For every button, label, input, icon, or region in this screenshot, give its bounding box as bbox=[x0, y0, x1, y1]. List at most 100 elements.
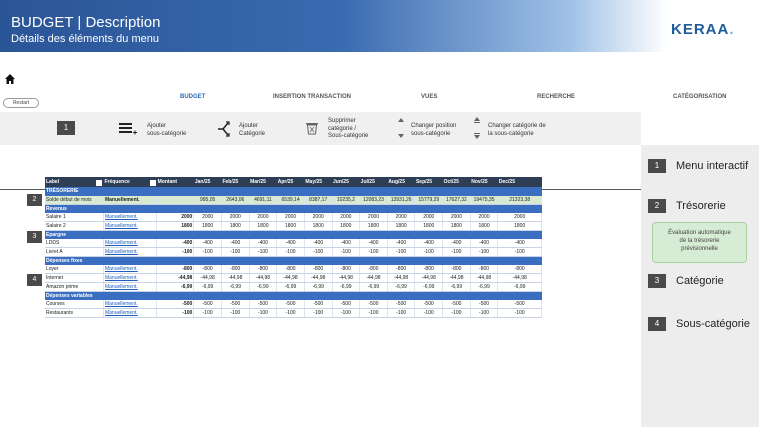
month-cell[interactable]: -6,99 bbox=[304, 282, 333, 292]
amount-cell[interactable]: -800 bbox=[156, 264, 195, 274]
change-category-icon[interactable] bbox=[474, 117, 480, 139]
frequency-link[interactable]: Manuellement. bbox=[103, 308, 158, 318]
month-cell[interactable]: -100 bbox=[470, 308, 499, 318]
month-cell[interactable]: 12083,23 bbox=[359, 195, 388, 205]
month-cell[interactable]: -44,98 bbox=[221, 273, 250, 283]
amount-cell[interactable] bbox=[156, 195, 195, 205]
frequency-link[interactable]: Manuellement. bbox=[103, 238, 158, 248]
month-cell[interactable]: -100 bbox=[304, 308, 333, 318]
month-cell[interactable]: -6,99 bbox=[414, 282, 444, 292]
month-cell[interactable]: 1800 bbox=[304, 221, 333, 231]
add-subcategory-icon[interactable] bbox=[119, 122, 137, 136]
month-cell[interactable]: -800 bbox=[332, 264, 361, 274]
month-cell[interactable]: -44,98 bbox=[276, 273, 305, 283]
month-cell[interactable]: -800 bbox=[414, 264, 444, 274]
restart-button[interactable]: Restart bbox=[3, 98, 39, 108]
frequency-link[interactable]: Manuellement. bbox=[103, 264, 158, 274]
month-cell[interactable]: 1800 bbox=[387, 221, 416, 231]
month-cell[interactable]: -100 bbox=[497, 247, 542, 257]
month-cell[interactable]: -100 bbox=[304, 247, 333, 257]
month-cell[interactable]: -500 bbox=[332, 299, 361, 309]
month-cell[interactable]: 19475,35 bbox=[470, 195, 499, 205]
month-cell[interactable]: 10235,2 bbox=[332, 195, 361, 205]
month-cell[interactable]: -400 bbox=[470, 238, 499, 248]
month-cell[interactable]: 2000 bbox=[470, 212, 499, 222]
month-cell[interactable]: -100 bbox=[332, 308, 361, 318]
month-cell[interactable]: -500 bbox=[221, 299, 250, 309]
month-cell[interactable]: 15779,29 bbox=[414, 195, 444, 205]
month-cell[interactable]: 1800 bbox=[359, 221, 388, 231]
month-cell[interactable]: -100 bbox=[193, 247, 222, 257]
frequency-link[interactable]: Manuellement. bbox=[103, 247, 158, 257]
month-cell[interactable]: -100 bbox=[249, 247, 278, 257]
month-cell[interactable]: 1800 bbox=[193, 221, 222, 231]
month-cell[interactable]: -6,99 bbox=[193, 282, 222, 292]
frequency-link[interactable]: Manuellement. bbox=[103, 299, 158, 309]
month-cell[interactable]: 2000 bbox=[387, 212, 416, 222]
frequency-link[interactable]: Manuellement. bbox=[103, 212, 158, 222]
month-cell[interactable]: -6,99 bbox=[442, 282, 471, 292]
row-label[interactable]: Loyer bbox=[45, 264, 104, 274]
month-cell[interactable]: -100 bbox=[276, 308, 305, 318]
frequency-link[interactable]: Manuellement. bbox=[103, 282, 158, 292]
month-cell[interactable]: 1800 bbox=[249, 221, 278, 231]
month-cell[interactable]: 2000 bbox=[497, 212, 542, 222]
frequency-link[interactable]: Manuellement. bbox=[103, 195, 158, 205]
add-subcategory-button[interactable]: Ajouter sous-catégorie bbox=[147, 123, 187, 137]
month-cell[interactable]: -100 bbox=[470, 247, 499, 257]
month-cell[interactable]: 2000 bbox=[359, 212, 388, 222]
amount-cell[interactable]: -400 bbox=[156, 238, 195, 248]
row-label[interactable]: Salaire 2 bbox=[45, 221, 104, 231]
month-cell[interactable]: -100 bbox=[249, 308, 278, 318]
month-cell[interactable]: -500 bbox=[470, 299, 499, 309]
month-cell[interactable]: -6,99 bbox=[470, 282, 499, 292]
month-cell[interactable]: -44,98 bbox=[332, 273, 361, 283]
tab-budget[interactable]: BUDGET bbox=[180, 94, 206, 100]
month-cell[interactable]: -44,98 bbox=[414, 273, 444, 283]
month-cell[interactable]: -500 bbox=[304, 299, 333, 309]
month-cell[interactable]: 2000 bbox=[193, 212, 222, 222]
month-cell[interactable]: -100 bbox=[414, 247, 444, 257]
month-cell[interactable]: 8387,17 bbox=[304, 195, 333, 205]
amount-cell[interactable]: -44,98 bbox=[156, 273, 195, 283]
month-cell[interactable]: -44,98 bbox=[387, 273, 416, 283]
month-cell[interactable]: -6,99 bbox=[497, 282, 542, 292]
month-cell[interactable]: -500 bbox=[249, 299, 278, 309]
tab-insertion-transaction[interactable]: INSERTION TRANSACTION bbox=[273, 94, 351, 100]
tab-categorisation[interactable]: CATÉGORISATION bbox=[673, 94, 727, 100]
delete-category-button[interactable]: Supprimer catégorie / Sous-catégorie bbox=[328, 118, 369, 139]
amount-cell[interactable]: -100 bbox=[156, 247, 195, 257]
row-label[interactable]: Salaire 1 bbox=[45, 212, 104, 222]
month-cell[interactable]: 2000 bbox=[249, 212, 278, 222]
month-cell[interactable]: -800 bbox=[387, 264, 416, 274]
month-cell[interactable]: -500 bbox=[276, 299, 305, 309]
month-cell[interactable]: -100 bbox=[414, 308, 444, 318]
month-cell[interactable]: -6,99 bbox=[387, 282, 416, 292]
amount-cell[interactable]: -500 bbox=[156, 299, 195, 309]
month-cell[interactable]: -44,98 bbox=[304, 273, 333, 283]
row-label[interactable]: Livret A bbox=[45, 247, 104, 257]
amount-cell[interactable]: 2000 bbox=[156, 212, 195, 222]
month-cell[interactable]: 2000 bbox=[442, 212, 471, 222]
month-cell[interactable]: -100 bbox=[332, 247, 361, 257]
row-label[interactable]: LDDS bbox=[45, 238, 104, 248]
amount-cell[interactable]: -100 bbox=[156, 308, 195, 318]
month-cell[interactable]: -500 bbox=[442, 299, 471, 309]
month-cell[interactable]: -100 bbox=[359, 308, 388, 318]
month-cell[interactable]: -800 bbox=[359, 264, 388, 274]
month-cell[interactable]: -400 bbox=[387, 238, 416, 248]
month-cell[interactable]: -6,99 bbox=[332, 282, 361, 292]
home-icon[interactable] bbox=[4, 73, 16, 85]
row-label[interactable]: Restaurants bbox=[45, 308, 104, 318]
add-category-button[interactable]: Ajouter Catégorie bbox=[239, 123, 266, 137]
tab-recherche[interactable]: RECHERCHE bbox=[537, 94, 576, 100]
month-cell[interactable]: 2000 bbox=[414, 212, 444, 222]
month-cell[interactable]: -800 bbox=[497, 264, 542, 274]
month-cell[interactable]: -400 bbox=[442, 238, 471, 248]
month-cell[interactable]: -44,98 bbox=[359, 273, 388, 283]
month-cell[interactable]: -800 bbox=[276, 264, 305, 274]
filter-dropdown-icon[interactable] bbox=[149, 180, 156, 186]
month-cell[interactable]: -400 bbox=[332, 238, 361, 248]
month-cell[interactable]: -400 bbox=[249, 238, 278, 248]
month-cell[interactable]: -800 bbox=[442, 264, 471, 274]
